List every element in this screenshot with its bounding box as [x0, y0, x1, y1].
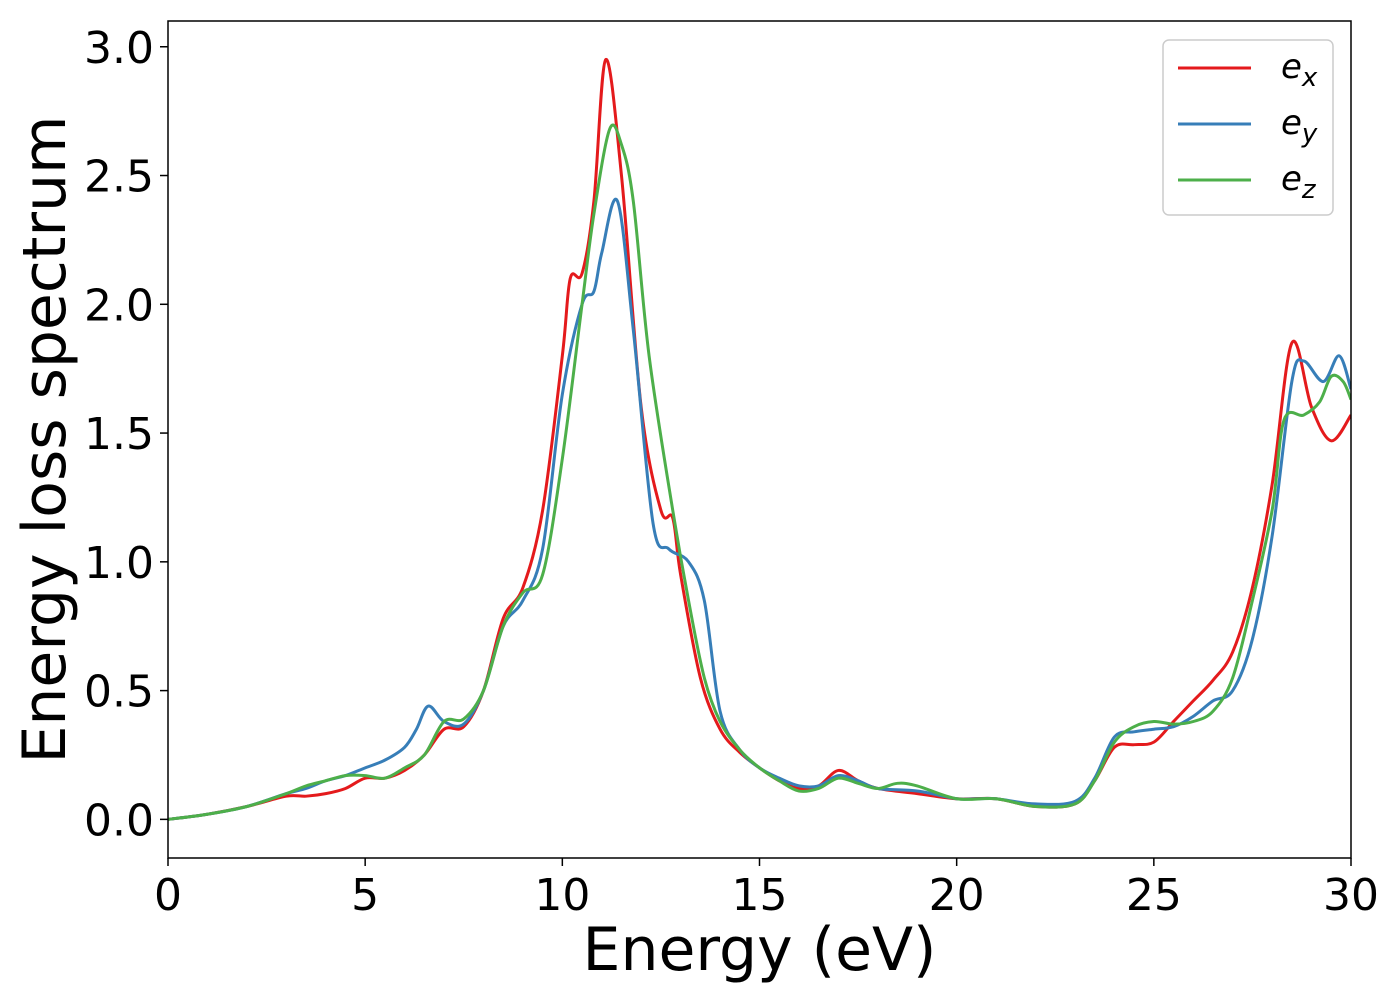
x-tick-label: 15	[732, 870, 788, 921]
y-tick-label: 2.0	[84, 280, 154, 331]
x-tick-label: 0	[154, 870, 182, 921]
legend: ex ey ez	[1162, 39, 1334, 216]
y-tick-label: 0.0	[84, 795, 154, 846]
x-axis-title: Energy (eV)	[583, 915, 937, 985]
series-line-z	[168, 123, 1351, 821]
y-axis: 0.0 0.5 1.0 1.5 2.0 2.5 3.0	[84, 23, 168, 846]
x-tick-label: 20	[929, 870, 985, 921]
y-tick-label: 0.5	[84, 667, 154, 718]
series-line-y	[168, 197, 1351, 821]
legend-label-y: ey	[1281, 103, 1318, 149]
x-tick-label: 5	[351, 870, 379, 921]
x-tick-label: 30	[1323, 870, 1379, 921]
legend-box	[1162, 39, 1334, 216]
y-tick-label: 2.5	[84, 152, 154, 203]
x-axis: 0 5 10 15 20 25 30	[154, 858, 1379, 921]
x-tick-label: 25	[1126, 870, 1182, 921]
x-tick-label: 10	[534, 870, 590, 921]
y-tick-label: 1.0	[84, 538, 154, 589]
y-tick-label: 1.5	[84, 409, 154, 460]
legend-label-x: ex	[1281, 47, 1318, 93]
y-tick-label: 3.0	[84, 23, 154, 74]
series-layer	[168, 58, 1351, 821]
y-axis-title: Energy loss spectrum	[10, 115, 80, 763]
legend-label-z: ez	[1281, 159, 1317, 205]
